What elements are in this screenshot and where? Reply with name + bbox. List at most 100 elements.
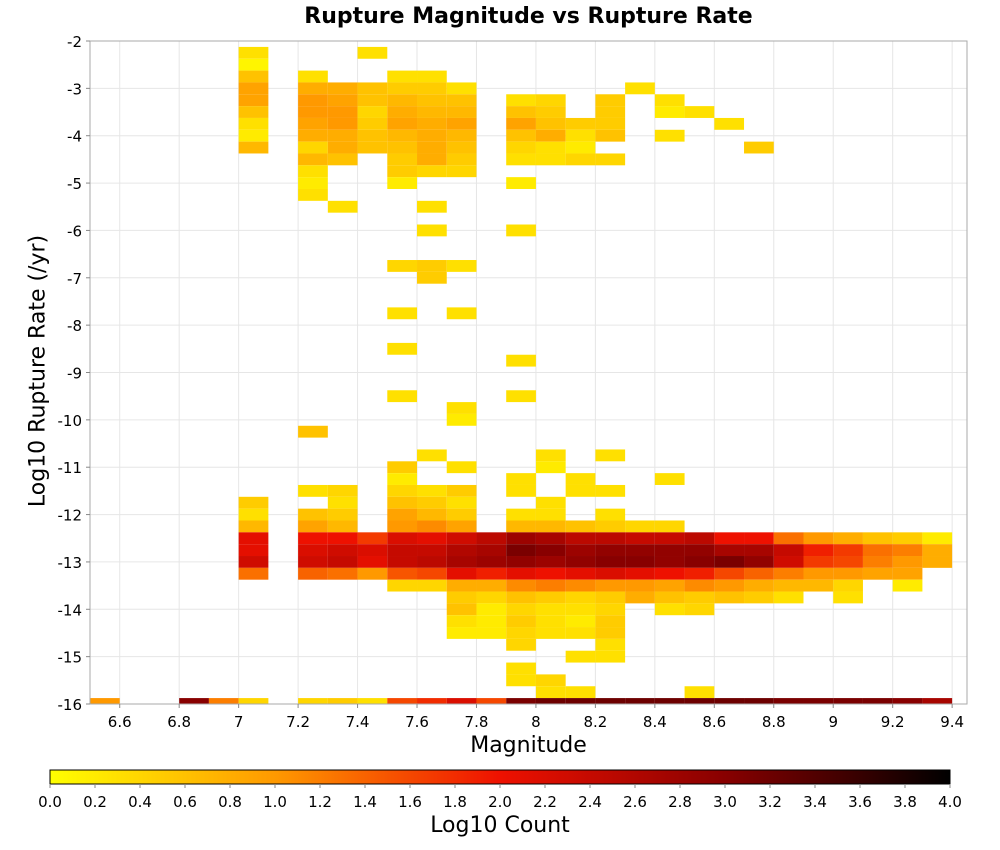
heatmap-cell <box>476 579 507 592</box>
y-tick-label: -10 <box>58 412 83 430</box>
heatmap-cell <box>595 106 626 118</box>
heatmap-cell <box>327 82 358 95</box>
heatmap-cell <box>684 579 715 592</box>
heatmap-cell <box>387 508 418 521</box>
heatmap-cell <box>535 615 566 628</box>
heatmap-cell <box>744 579 774 592</box>
heatmap-cell <box>327 567 358 580</box>
heatmap-cell <box>595 567 626 580</box>
heatmap-cell <box>476 567 507 580</box>
x-tick-label: 7.8 <box>465 713 489 731</box>
heatmap-cell <box>744 698 774 704</box>
heatmap-cell <box>417 224 447 237</box>
heatmap-cell <box>654 591 685 604</box>
y-axis-ticks: -2 -3 -4 -5 -6 -7 -8 -9 -10 -11 -12 -13 -14 -15 -16 <box>58 33 90 714</box>
heatmap-cell <box>535 449 566 462</box>
heatmap-cell <box>298 508 328 521</box>
heatmap-cell <box>506 603 536 616</box>
heatmap-cell <box>238 129 269 142</box>
heatmap-cell <box>565 698 596 704</box>
colorbar-tick-label: 1.6 <box>398 793 422 811</box>
heatmap-cell <box>535 567 566 580</box>
heatmap-cell <box>417 200 447 213</box>
heatmap-cell <box>446 579 477 592</box>
heatmap-cell <box>417 556 447 568</box>
heatmap-cell <box>387 461 418 474</box>
heatmap-cell <box>684 106 715 118</box>
heatmap-cell <box>238 70 269 83</box>
heatmap-cell <box>684 698 715 704</box>
heatmap-cell <box>535 627 566 639</box>
heatmap-cell <box>238 106 269 118</box>
heatmap-cell <box>298 141 328 154</box>
heatmap-cell <box>417 117 447 130</box>
chart-title: Rupture Magnitude vs Rupture Rate <box>304 4 753 29</box>
heatmap-cell <box>535 591 566 604</box>
x-tick-label: 8 <box>531 713 541 731</box>
colorbar-tick-label: 3.8 <box>893 793 917 811</box>
heatmap-cell <box>833 532 863 545</box>
heatmap-cell <box>446 520 477 533</box>
heatmap-cell <box>387 342 418 355</box>
heatmap-cell <box>595 520 626 533</box>
heatmap-cell <box>565 603 596 616</box>
heatmap-cell <box>684 591 715 604</box>
heatmap-cell <box>744 544 774 557</box>
heatmap-cell <box>417 271 447 284</box>
heatmap-cell <box>327 200 358 213</box>
heatmap-cell <box>357 46 388 59</box>
heatmap-cell <box>417 449 447 462</box>
heatmap-cell <box>446 82 477 95</box>
heatmap-cell <box>506 153 536 166</box>
colorbar-tick-label: 0.8 <box>218 793 242 811</box>
heatmap-cell <box>565 591 596 604</box>
heatmap-cell <box>922 544 953 557</box>
heatmap-cell <box>803 532 834 545</box>
heatmap-cell <box>298 106 328 118</box>
heatmap-cell <box>327 141 358 154</box>
heatmap-cell <box>744 591 774 604</box>
heatmap-cell <box>565 153 596 166</box>
heatmap-cell <box>535 520 566 533</box>
heatmap-cell <box>387 473 418 485</box>
heatmap-cell <box>387 496 418 509</box>
heatmap-cell <box>387 390 418 403</box>
heatmap-cell <box>238 82 269 95</box>
heatmap-cell <box>387 106 418 118</box>
heatmap-cell <box>387 117 418 130</box>
colorbar-tick-label: 4.0 <box>938 793 962 811</box>
heatmap-cell <box>535 544 566 557</box>
heatmap-cell <box>417 496 447 509</box>
heatmap-cell <box>535 106 566 118</box>
heatmap-cell <box>417 579 447 592</box>
y-tick-label: -3 <box>67 80 82 98</box>
heatmap-cell <box>506 354 536 367</box>
heatmap-cell <box>833 556 863 568</box>
heatmap-cell <box>714 567 745 580</box>
y-tick-label: -8 <box>67 317 82 335</box>
heatmap-cell <box>446 556 477 568</box>
heatmap-cell <box>357 94 388 107</box>
heatmap-cell <box>298 82 328 95</box>
heatmap-cell <box>387 94 418 107</box>
heatmap-cell <box>387 141 418 154</box>
heatmap-cell <box>833 567 863 580</box>
colorbar-tick-label: 2.0 <box>488 793 512 811</box>
heatmap-cell <box>595 544 626 557</box>
heatmap-cell <box>714 698 745 704</box>
heatmap-cell <box>298 70 328 83</box>
x-tick-label: 9.2 <box>881 713 905 731</box>
heatmap-cell <box>595 508 626 521</box>
heatmap-cell <box>357 141 388 154</box>
heatmap-cell <box>506 591 536 604</box>
heatmap-cell <box>506 106 536 118</box>
heatmap-cell <box>387 532 418 545</box>
heatmap-cell <box>357 698 388 704</box>
heatmap-cell <box>506 94 536 107</box>
heatmap-cell <box>506 638 536 651</box>
heatmap-cell <box>446 615 477 628</box>
heatmap-cell <box>387 165 418 178</box>
heatmap-cell <box>654 556 685 568</box>
heatmap-cell <box>238 496 269 509</box>
y-tick-label: -14 <box>58 601 83 619</box>
